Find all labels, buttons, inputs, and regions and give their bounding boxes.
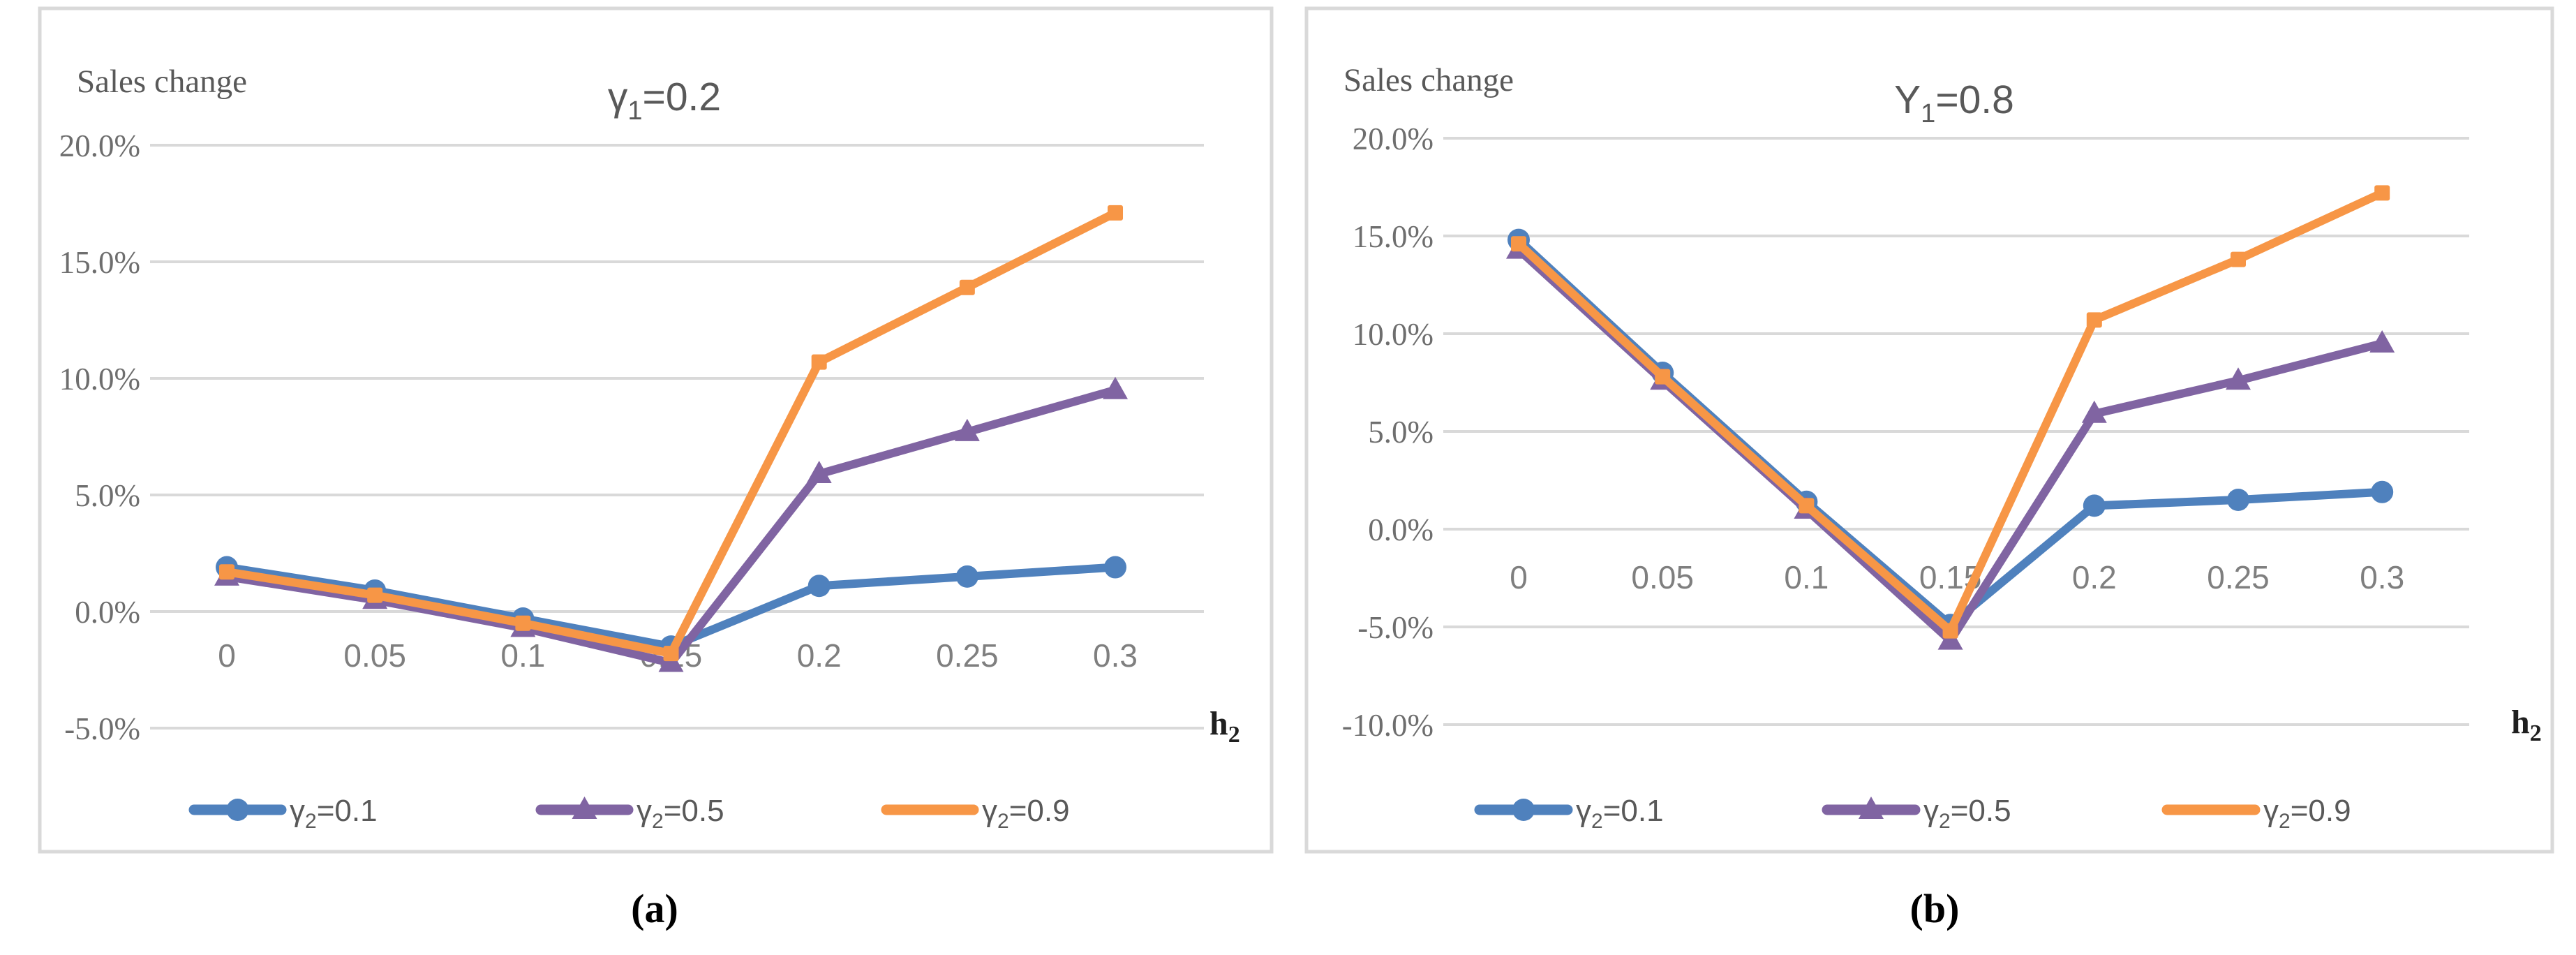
legend-label: γ2=0.1: [1576, 794, 1664, 833]
data-point: [2369, 330, 2395, 353]
y-tick-label: 10.0%: [59, 362, 140, 397]
x-tick-label: 0.1: [500, 637, 545, 674]
x-tick-label: 0.25: [2207, 559, 2270, 595]
y-tick-label: 0.0%: [75, 595, 140, 630]
y-tick-label: -5.0%: [1357, 610, 1434, 645]
x-axis-label: h2: [1209, 705, 1240, 748]
legend-label: γ2=0.5: [636, 794, 724, 833]
data-point: [806, 460, 832, 483]
legend-label: γ2=0.9: [982, 794, 1070, 833]
legend-label: γ2=0.5: [1923, 794, 2011, 833]
data-point: [219, 564, 234, 580]
data-point: [955, 565, 978, 588]
x-tick-label: 0.25: [936, 637, 999, 674]
y-axis-label: Sales change: [1343, 62, 1514, 98]
data-point: [807, 575, 831, 598]
data-point: [2231, 251, 2246, 267]
x-tick-label: 0.2: [797, 637, 842, 674]
x-tick-label: 0: [1510, 559, 1528, 595]
panel-border-a: [38, 6, 1274, 854]
legend-marker: [226, 799, 249, 821]
y-tick-label: -10.0%: [1342, 708, 1434, 743]
y-tick-label: 0.0%: [1368, 512, 1434, 547]
caption-b: (b): [1909, 886, 1960, 931]
data-point: [1104, 556, 1127, 579]
chart-title: Y1=0.8: [1894, 77, 2014, 128]
data-point: [2227, 489, 2249, 511]
data-point: [1655, 369, 1671, 385]
x-tick-label: 0.1: [1784, 559, 1829, 595]
y-tick-label: 15.0%: [1353, 219, 1434, 254]
data-point: [2371, 480, 2394, 503]
data-point: [1942, 623, 1958, 639]
legend-label: γ2=0.1: [290, 794, 378, 833]
x-tick-label: 0.2: [2072, 559, 2117, 595]
legend-marker: [572, 797, 597, 819]
data-point: [959, 279, 975, 295]
data-point: [811, 354, 827, 370]
x-axis-label: h2: [2511, 704, 2542, 746]
data-point: [2083, 494, 2106, 517]
data-point: [2081, 400, 2107, 423]
x-tick-label: 0.3: [2360, 559, 2404, 595]
data-point: [1103, 376, 1129, 399]
data-point: [1799, 498, 1815, 514]
caption-a: (a): [631, 886, 678, 931]
data-point: [954, 418, 980, 441]
y-tick-label: 20.0%: [59, 128, 140, 163]
chart-title: γ1=0.2: [608, 75, 721, 126]
x-tick-label: 0.05: [1631, 559, 1694, 595]
legend-label: γ2=0.9: [2263, 794, 2351, 833]
y-tick-label: -5.0%: [64, 711, 140, 746]
legend-marker: [1512, 799, 1535, 821]
y-tick-label: 5.0%: [75, 478, 140, 513]
y-tick-label: 20.0%: [1353, 121, 1434, 156]
data-point: [2374, 185, 2390, 201]
y-tick-label: 5.0%: [1368, 415, 1434, 450]
x-tick-label: 0.05: [343, 637, 406, 674]
x-tick-label: 0: [218, 637, 236, 674]
data-point: [515, 615, 531, 631]
y-axis-label: Sales change: [77, 64, 247, 100]
y-tick-label: 10.0%: [1353, 317, 1434, 352]
data-point: [1108, 205, 1124, 221]
data-point: [1511, 236, 1526, 252]
x-tick-label: 0.3: [1093, 637, 1138, 674]
legend-marker: [1859, 797, 1884, 819]
y-tick-label: 15.0%: [59, 245, 140, 280]
data-point: [367, 587, 383, 603]
data-point: [2226, 367, 2251, 390]
data-point: [663, 646, 679, 662]
data-point: [2086, 312, 2102, 328]
